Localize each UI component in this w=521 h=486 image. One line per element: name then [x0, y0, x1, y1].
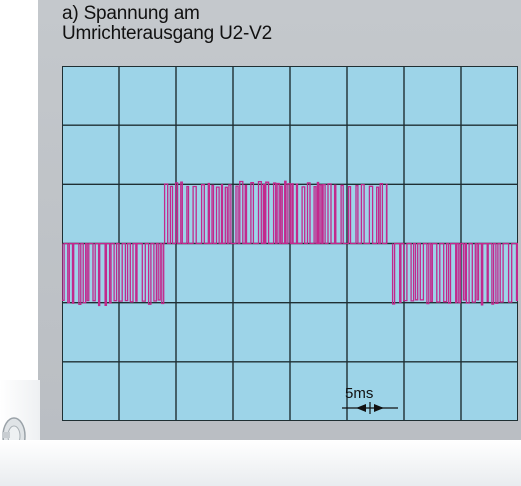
oscilloscope-screen: [62, 66, 518, 421]
scope-plot: [62, 66, 518, 421]
chart-title-line-1: a) Spannung am: [62, 3, 200, 24]
trace: [62, 180, 518, 307]
bottom-strip: [0, 440, 521, 486]
chart-title-line-2: Umrichterausgang U2-V2: [62, 23, 272, 44]
time-scale-arrow-icon: [342, 402, 398, 414]
trace-segment-2: [163, 180, 388, 245]
trace-segment-3: [391, 242, 518, 306]
left-margin: [0, 0, 38, 440]
time-scale-label: 5ms: [345, 385, 374, 402]
chart-title: a) Spannung am Umrichterausgang U2-V2: [62, 4, 272, 44]
trace-segment-1: [62, 242, 165, 307]
